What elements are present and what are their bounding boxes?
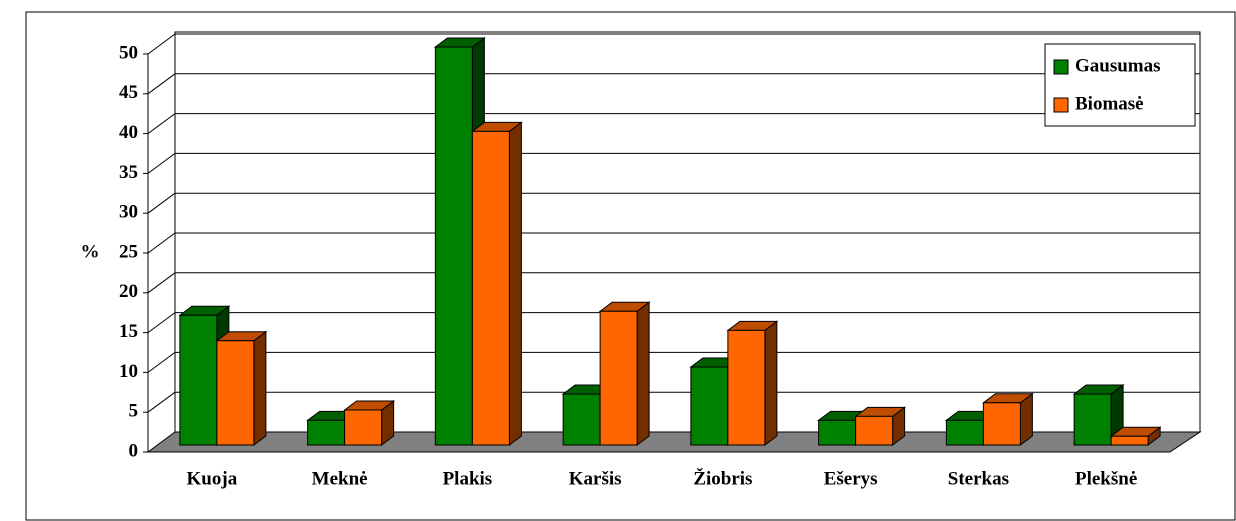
bar-side (508, 121, 522, 446)
y-tick-label: 10 (119, 361, 138, 382)
y-tick-label: 20 (119, 281, 138, 302)
y-tick-label: 15 (119, 321, 138, 342)
bar (179, 314, 218, 446)
legend-swatch (1053, 97, 1069, 113)
bar (307, 419, 346, 446)
grid-line (147, 272, 176, 294)
y-tick-label: 45 (119, 82, 138, 103)
bar (1110, 435, 1149, 446)
bar (727, 329, 766, 446)
y-tick-label: 35 (119, 162, 138, 183)
bar (1073, 393, 1112, 446)
bar (562, 393, 601, 446)
y-tick-label: 30 (119, 202, 138, 223)
y-tick-label: 5 (129, 401, 139, 422)
grid-line (147, 391, 176, 413)
y-tick-label: 25 (119, 241, 138, 262)
x-tick-label: Kuoja (187, 468, 238, 489)
grid-line (147, 351, 176, 373)
bar (945, 419, 984, 446)
bar-side (636, 301, 650, 446)
grid-line (147, 232, 176, 254)
x-tick-label: Meknė (312, 468, 368, 489)
bar (818, 419, 857, 446)
bar (690, 366, 729, 446)
bar (471, 130, 510, 446)
x-tick-label: Žiobris (693, 467, 752, 489)
grid-line (147, 33, 176, 55)
y-axis-label: % (81, 241, 100, 262)
grid-line (147, 152, 176, 174)
bar (982, 402, 1021, 446)
x-tick-label: Plakis (443, 468, 493, 489)
y-tick-label: 0 (129, 440, 139, 461)
x-tick-label: Karšis (569, 468, 622, 489)
bar (344, 409, 383, 446)
legend-label: Gausumas (1075, 55, 1161, 76)
legend-box (1044, 43, 1196, 127)
y-tick-label: 50 (119, 42, 138, 63)
x-tick-label: Plekšnė (1075, 468, 1137, 489)
x-tick-label: Sterkas (948, 468, 1009, 489)
bar (216, 340, 255, 446)
grid-line (147, 73, 176, 95)
grid-line (147, 113, 176, 135)
floor (146, 431, 1202, 453)
bar (855, 415, 894, 446)
legend-label: Biomasė (1075, 93, 1144, 114)
y-tick-label: 40 (119, 122, 138, 143)
bar-side (253, 330, 267, 446)
legend-swatch (1053, 59, 1069, 75)
grid-line (147, 192, 176, 214)
bar (434, 46, 473, 446)
x-tick-label: Ešerys (824, 468, 878, 489)
bar-side (764, 320, 778, 446)
grid-line (147, 312, 176, 334)
bar (599, 310, 638, 446)
